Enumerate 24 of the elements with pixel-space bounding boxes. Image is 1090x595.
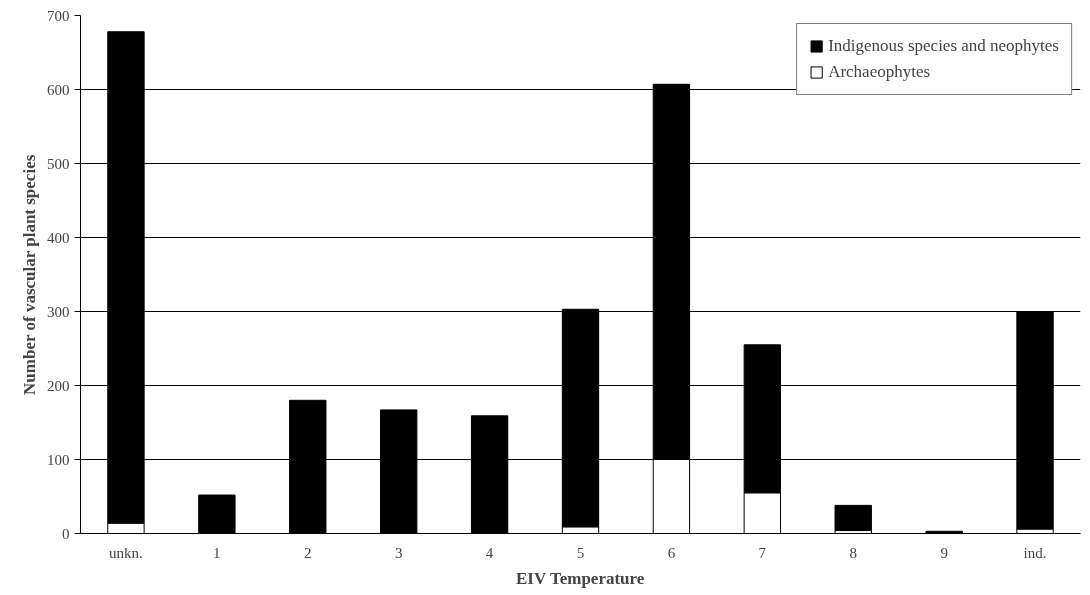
legend-label: Indigenous species and neophytes [828,36,1059,56]
x-tick-label: 3 [394,544,403,561]
x-tick-label: 1 [213,544,221,561]
x-tick-label: 4 [485,544,494,561]
y-tick-label: 700 [47,7,70,24]
y-tick-label: 400 [47,229,70,246]
y-tick-label: 500 [47,155,70,172]
x-tick-label: 5 [576,544,585,561]
y-tick-label: 0 [62,525,70,542]
x-tick-label: 9 [940,544,948,561]
x-axis-title: EIV Temperature [516,568,645,588]
y-axis-title: Number of vascular plant species [20,154,39,395]
y-tick-label: 200 [47,377,70,394]
y-tick-label: 600 [47,81,70,98]
x-tick-label: unkn. [109,544,143,561]
y-tick-label: 300 [47,303,70,320]
x-tick-label: 8 [849,544,857,561]
bar [834,504,872,532]
x-tick-label: 7 [758,544,767,561]
x-tick-label: ind. [1023,544,1047,561]
y-tick-label: 100 [47,451,70,468]
x-tick-label: 2 [304,544,312,561]
legend-label: Archaeophytes [828,62,931,82]
x-tick-label: 6 [667,544,676,561]
